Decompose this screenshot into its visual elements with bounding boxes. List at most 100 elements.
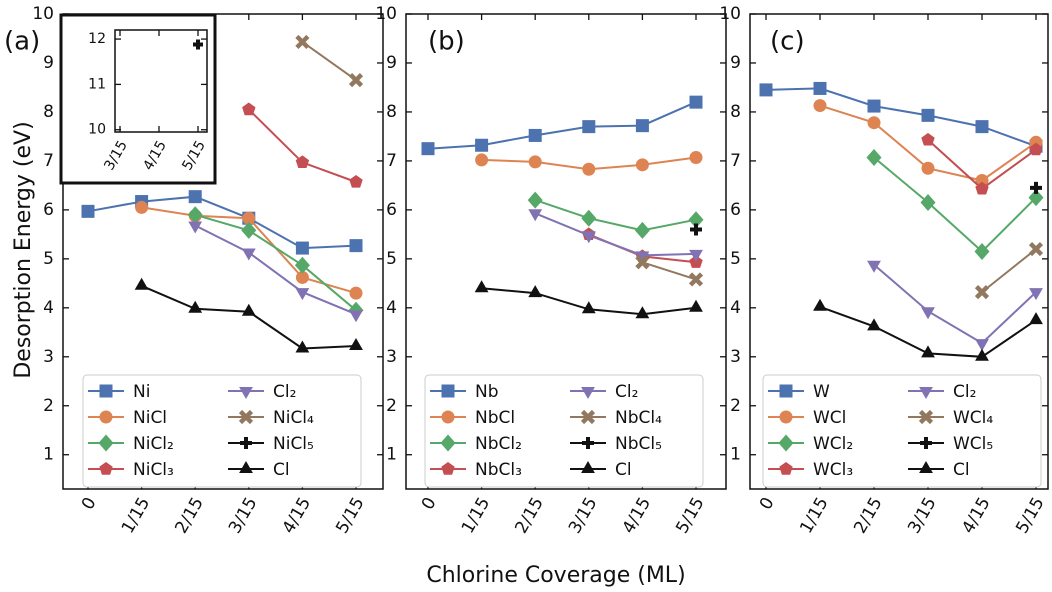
legend-label: NiCl₃ [133,460,174,480]
data-point [581,209,597,227]
series-line [873,156,1037,253]
legend-marker [919,387,933,399]
panel-label: (c) [770,27,805,57]
x-tick-label: 1/15 [118,494,154,537]
legend-box [424,374,704,488]
data-point [527,191,543,209]
legend-marker [779,462,793,475]
legend-box [762,374,1042,488]
x-tick-label: 4/15 [279,494,315,537]
data-point [688,272,704,287]
data-point [975,348,989,361]
y-tick-label: 3 [386,347,397,367]
data-point [975,173,989,187]
legend-marker [441,462,455,475]
y-tick-label: 5 [730,249,741,269]
series-line [642,261,697,281]
legend-label: NiCl₅ [273,434,314,454]
y-tick-label: 8 [386,102,397,122]
y-axis-label: Desorption Energy (eV) [11,121,36,378]
series-line [194,213,357,312]
data-point [528,128,542,142]
y-tick-label: 1 [730,445,741,465]
x-tick-label: 2/15 [511,494,547,537]
y-tick-label: 9 [43,53,54,73]
legend-marker [238,409,254,425]
legend-label: Cl₂ [953,382,976,402]
data-point [475,153,489,167]
data-point [295,288,310,301]
data-point [295,155,310,168]
legend-marker [581,387,595,399]
data-point [1028,241,1044,257]
series-line [427,101,697,150]
legend-marker [99,462,113,475]
data-point [474,280,489,293]
y-tick-label: 9 [730,53,741,73]
x-tick-label: 0 [418,494,441,513]
data-point [349,239,363,253]
legend-label: NbCl₅ [615,434,662,454]
x-tick-label: 3/15 [565,494,601,537]
y-tick-label: 12 [88,31,106,47]
x-tick-label: 0 [78,494,101,513]
y-tick-label: 6 [43,200,54,220]
data-point [867,99,881,113]
data-point [688,211,704,229]
data-point [294,256,310,274]
data-point [582,120,596,134]
data-point [135,200,149,214]
legend-label: NbCl₂ [475,434,522,454]
x-tick-label: 5/15 [1012,494,1048,537]
data-point [188,300,203,313]
data-point [528,209,543,222]
data-point [920,194,936,211]
y-tick-label: 8 [43,102,54,122]
x-tick-label: 0 [756,494,779,513]
legend-label: NbCl [475,408,515,428]
data-point [348,73,364,88]
series-line [981,248,1037,293]
data-point [759,83,773,97]
data-point [241,248,256,261]
series-line [873,263,1037,345]
data-point [475,138,489,152]
y-tick-label: 8 [730,102,741,122]
y-tick-label: 5 [386,249,397,269]
legend-label: NiCl [133,408,167,428]
data-point [635,255,650,270]
data-point [689,150,703,164]
panel-label: (a) [4,27,40,57]
axes-frame [114,29,208,133]
data-point [635,306,650,319]
data-point [1029,312,1043,325]
x-tick-label: 3/15 [904,494,940,537]
data-point [867,116,881,130]
data-point [134,277,149,290]
data-point [582,162,596,176]
y-tick-label: 7 [386,151,397,171]
data-point [241,303,256,316]
legend-label: WCl [813,408,846,428]
x-tick-label: 1/15 [796,494,832,537]
y-tick-label: 10 [88,122,106,138]
data-point [689,95,703,109]
y-tick-label: 10 [32,4,54,24]
legend-label: NiCl₄ [273,408,314,428]
legend-marker [778,434,794,452]
y-tick-label: 1 [43,445,54,465]
data-point [921,307,935,320]
legend-label: WCl₂ [813,434,853,454]
legend-marker [580,409,596,425]
data-point [295,34,310,50]
legend-label: W [813,382,830,402]
y-tick-label: 10 [375,4,397,24]
legend-label: WCl₃ [813,460,853,480]
data-point [528,155,542,169]
series-line [534,199,697,232]
legend-marker [582,437,594,449]
x-tick-label: 1/15 [458,494,494,537]
legend-label: NbCl₃ [475,460,522,480]
data-point [1030,181,1042,194]
